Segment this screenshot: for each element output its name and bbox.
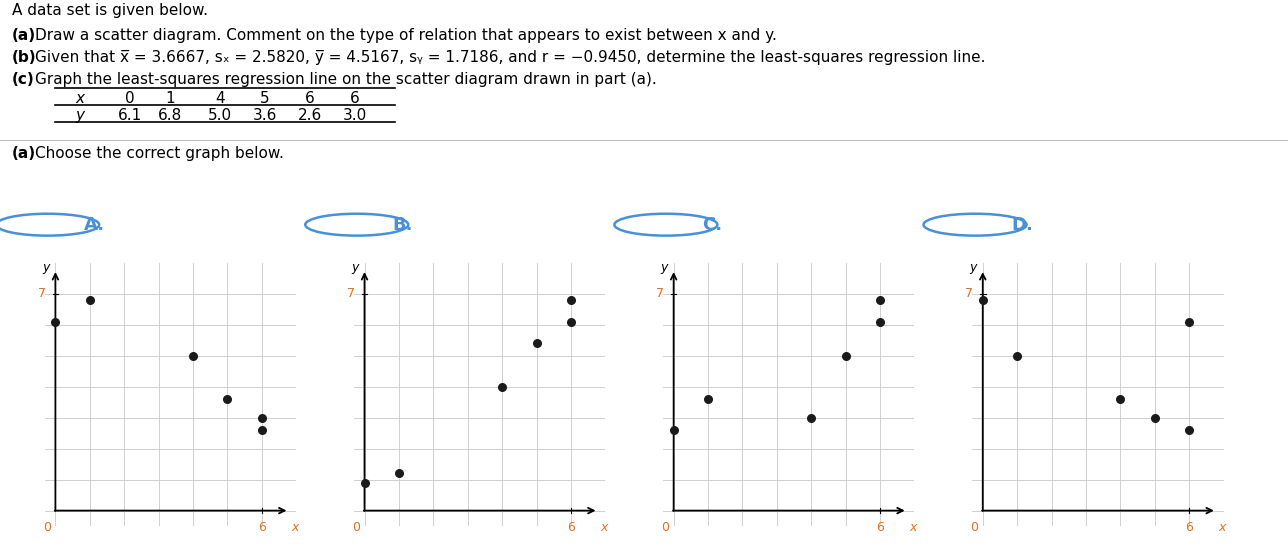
Text: 5: 5 (260, 91, 269, 106)
Point (663, 426, 684, 435)
Text: x: x (1218, 522, 1226, 534)
Text: (c): (c) (12, 72, 35, 87)
Text: Graph the least-squares regression line on the scatter diagram drawn in part (a): Graph the least-squares regression line … (35, 72, 657, 87)
Text: 0: 0 (43, 522, 50, 534)
Text: 6: 6 (876, 522, 884, 534)
Text: x: x (600, 522, 608, 534)
Text: (b): (b) (12, 50, 36, 65)
Text: A.: A. (84, 216, 104, 233)
Text: Given that x̅ = 3.6667, sₓ = 2.5820, y̅ = 4.5167, sᵧ = 1.7186, and r = −0.9450, : Given that x̅ = 3.6667, sₓ = 2.5820, y̅ … (35, 50, 985, 65)
Text: (a): (a) (12, 146, 36, 161)
Text: y: y (75, 108, 84, 123)
Text: x: x (291, 522, 299, 534)
Text: 6: 6 (305, 91, 314, 106)
Text: 6.1: 6.1 (118, 108, 142, 123)
Text: (a): (a) (12, 28, 36, 43)
Text: x: x (909, 522, 917, 534)
Point (869, 296, 890, 305)
Text: 6: 6 (350, 91, 359, 106)
Text: 6: 6 (258, 522, 265, 534)
Text: 0: 0 (970, 522, 978, 534)
Point (527, 339, 547, 348)
Text: 0: 0 (125, 91, 135, 106)
Point (183, 351, 204, 360)
Point (869, 317, 890, 326)
Text: 0: 0 (661, 522, 668, 534)
Text: 4: 4 (215, 91, 225, 106)
Text: y: y (970, 261, 976, 274)
Text: 3.0: 3.0 (343, 108, 367, 123)
Text: y: y (352, 261, 358, 274)
Point (45, 317, 66, 326)
Text: B.: B. (393, 216, 413, 233)
Point (389, 469, 410, 478)
Text: 7: 7 (346, 288, 355, 300)
Text: 7: 7 (37, 288, 46, 300)
Text: 5.0: 5.0 (207, 108, 232, 123)
Point (801, 413, 822, 422)
Point (1145, 413, 1166, 422)
Point (218, 395, 238, 403)
Text: 3.6: 3.6 (252, 108, 277, 123)
Point (698, 395, 719, 403)
Point (251, 413, 272, 422)
Text: 6: 6 (567, 522, 574, 534)
Text: D.: D. (1011, 216, 1033, 233)
Text: C.: C. (702, 216, 723, 233)
Text: A data set is given below.: A data set is given below. (12, 3, 207, 18)
Text: Draw a scatter diagram. Comment on the type of relation that appears to exist be: Draw a scatter diagram. Comment on the t… (35, 28, 777, 43)
Point (492, 383, 513, 391)
Text: y: y (661, 261, 667, 274)
Text: 1: 1 (165, 91, 175, 106)
Point (836, 351, 857, 360)
Point (354, 478, 375, 487)
Text: y: y (43, 261, 49, 274)
Text: Choose the correct graph below.: Choose the correct graph below. (35, 146, 283, 161)
Point (560, 296, 581, 305)
Point (1179, 426, 1199, 435)
Text: 6.8: 6.8 (158, 108, 182, 123)
Text: 0: 0 (352, 522, 359, 534)
Text: x: x (75, 91, 84, 106)
Text: 2.6: 2.6 (298, 108, 322, 123)
Text: 6: 6 (1185, 522, 1193, 534)
Point (1007, 351, 1028, 360)
Text: 7: 7 (965, 288, 974, 300)
Point (80, 296, 100, 305)
Text: 7: 7 (656, 288, 665, 300)
Point (1110, 395, 1131, 403)
Point (1179, 317, 1199, 326)
Point (251, 426, 272, 435)
Point (972, 296, 993, 305)
Point (560, 317, 581, 326)
